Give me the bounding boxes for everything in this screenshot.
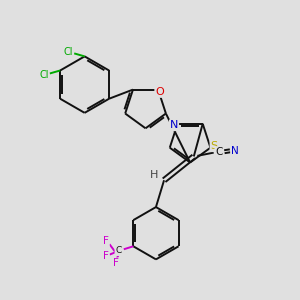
Text: O: O — [155, 87, 164, 97]
Text: F: F — [103, 236, 109, 246]
Text: C: C — [115, 246, 122, 255]
Text: Cl: Cl — [39, 70, 49, 80]
Text: S: S — [211, 141, 218, 151]
Text: Cl: Cl — [64, 47, 73, 57]
Text: F: F — [103, 251, 109, 261]
Text: C: C — [215, 147, 223, 157]
Text: N: N — [170, 120, 178, 130]
Text: H: H — [150, 170, 159, 180]
Text: F: F — [112, 258, 118, 268]
Text: N: N — [231, 146, 239, 155]
